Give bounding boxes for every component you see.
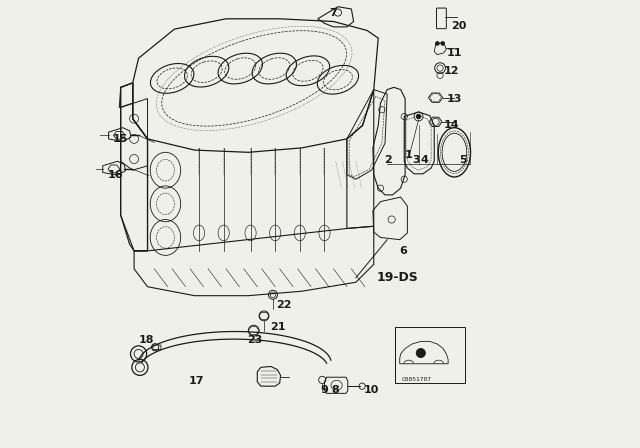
Circle shape <box>416 349 426 358</box>
Text: 22: 22 <box>276 300 292 310</box>
Text: 6: 6 <box>399 246 407 256</box>
Text: 4: 4 <box>420 155 428 165</box>
Text: 23: 23 <box>247 336 263 345</box>
Text: 7: 7 <box>330 8 337 17</box>
Circle shape <box>441 42 445 45</box>
Text: 14: 14 <box>444 120 459 129</box>
Text: C0051707: C0051707 <box>401 377 431 383</box>
Text: 20: 20 <box>451 21 467 31</box>
Text: 15: 15 <box>113 134 129 144</box>
Text: 11: 11 <box>447 48 462 58</box>
Circle shape <box>436 42 439 45</box>
Text: 21: 21 <box>269 322 285 332</box>
Text: 5: 5 <box>460 155 467 165</box>
Text: 12: 12 <box>444 66 459 76</box>
Text: 2: 2 <box>384 155 392 165</box>
Text: 18: 18 <box>138 336 154 345</box>
Text: 9: 9 <box>321 385 328 395</box>
Text: 3: 3 <box>413 155 420 165</box>
Circle shape <box>416 114 421 119</box>
Text: 1: 1 <box>405 150 413 159</box>
Text: 17: 17 <box>189 376 205 386</box>
Text: 8: 8 <box>332 385 340 395</box>
Text: 16: 16 <box>108 170 123 180</box>
Text: 10: 10 <box>364 385 380 395</box>
Text: 19-DS: 19-DS <box>376 271 418 284</box>
Text: 13: 13 <box>447 94 462 103</box>
